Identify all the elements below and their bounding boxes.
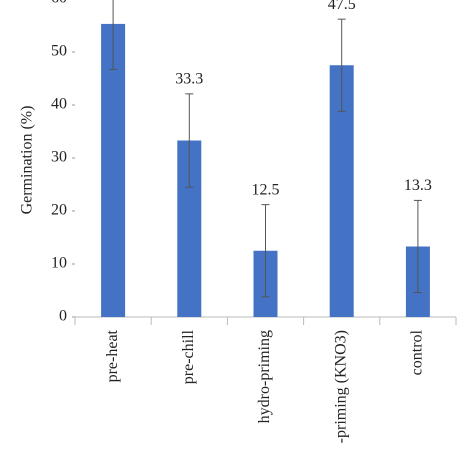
y-tick-label: 50 (51, 43, 67, 60)
error-bar (261, 204, 270, 298)
y-tick-label: 30 (51, 149, 67, 166)
y-tick-label: 60 (51, 0, 67, 7)
y-axis-title: Germination (%) (19, 106, 36, 215)
y-tick-label: 0 (59, 308, 67, 325)
error-bar (185, 93, 194, 188)
data-label: 13.3 (404, 177, 432, 194)
data-label: 47.5 (328, 0, 356, 13)
y-tick-label: 10 (51, 255, 67, 272)
bar (101, 23, 126, 317)
x-tick-label: control (409, 329, 426, 375)
error-bar (109, 0, 118, 70)
data-label: 33.3 (175, 71, 203, 88)
x-tick-label: pre-heat (104, 329, 121, 382)
x-tick-label: pre-chill (180, 329, 197, 384)
x-tick-label: hydro-priming (256, 330, 273, 423)
data-label: 12.5 (252, 181, 280, 198)
error-bar (337, 18, 346, 112)
x-tick-label: -priming (KNO3) (332, 330, 349, 443)
y-tick-label: 40 (51, 96, 67, 113)
error-bar (413, 199, 422, 294)
y-tick-label: 20 (51, 202, 67, 219)
